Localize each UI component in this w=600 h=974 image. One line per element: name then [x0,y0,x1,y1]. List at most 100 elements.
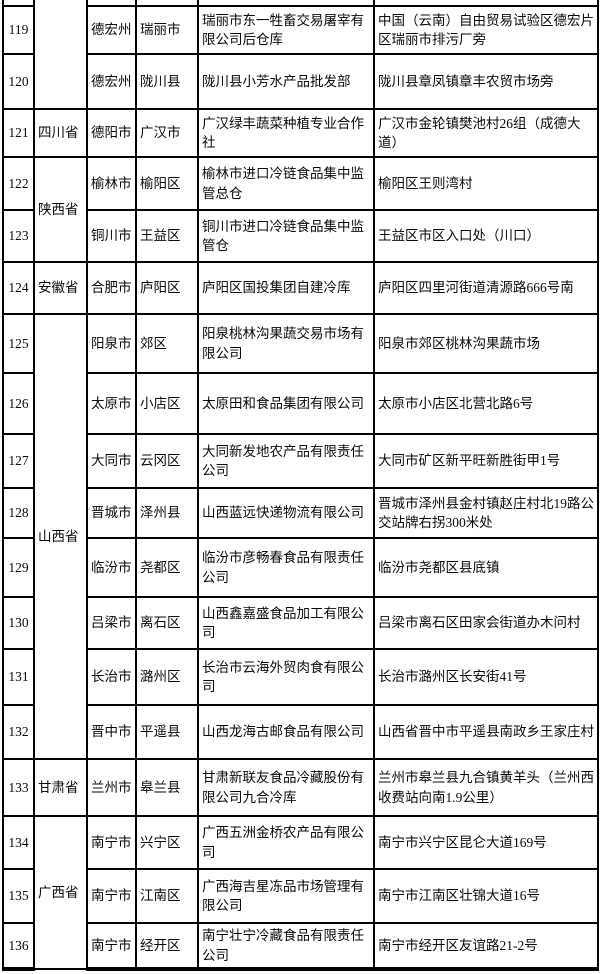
cell-address: 陇川县章凤镇章丰农贸市场旁 [373,53,599,110]
cell-row-number: 131 [2,648,35,706]
cell-city: 大同市 [86,433,137,489]
cell-row-number: 136 [2,922,35,971]
cell-row-number: 132 [2,704,35,760]
cell-city: 南宁市 [86,868,137,924]
cell-district: 尧都区 [135,537,199,598]
cell-city: 太原市 [86,372,137,435]
cell-district: 庐阳区 [135,261,199,315]
cell-company-name: 瑞丽市东一牲畜交易屠宰有限公司后仓库 [197,5,375,55]
cell-company-name: 陇川县小芳水产品批发部 [197,53,375,110]
cell-address [373,0,599,7]
cell-district: 江南区 [135,868,199,924]
cell-city: 德宏州 [86,5,137,55]
cell-district: 小店区 [135,372,199,435]
cell-address: 太原市小店区北营北路6号 [373,372,599,435]
cell-city: 铜川市 [86,209,137,263]
table-row: 134 广西省 南宁市 兴宁区 广西五洲金桥农产品有限公司 南宁市兴宁区昆仑大道169号 [2,815,599,970]
cell-district: 王益区 [135,209,199,263]
cell-district: 兴宁区 [135,815,199,870]
cell-company-name: 庐阳区国投集团自建冷库 [197,261,375,315]
cell-company-name: 广西海吉星冻品市场管理有限公司 [197,868,375,924]
cell-company-name: 南宁壮宁冷藏食品有限责任公司 [197,922,375,971]
cell-company-name: 山西龙海古邮食品有限公司 [197,704,375,760]
table-row [2,0,599,110]
cell-row-number: 119 [2,5,35,55]
table-row: 136 南宁市 经开区 南宁壮宁冷藏食品有限责任公司 南宁市经开区友谊路21-2号 [2,922,599,971]
cell-city: 南宁市 [86,815,137,870]
table-row: 127 大同市 云冈区 大同新发地农产品有限责任公司 大同市矿区新平旺新胜街甲1号 [2,433,599,489]
cell-address: 阳泉市郊区桃林沟果蔬市场 [373,313,599,374]
cell-city: 榆林市 [86,156,137,211]
cell-province: 陕西省 [33,156,88,263]
cell-address: 南宁市经开区友谊路21-2号 [373,922,599,971]
table-row: 123 铜川市 王益区 铜川市进口冷链食品集中监管仓 王益区市区入口处（川口） [2,209,599,263]
cell-address: 榆阳区王则湾村 [373,156,599,211]
cell-city: 阳泉市 [86,313,137,374]
cell-province [33,0,88,110]
cell-district: 平遥县 [135,704,199,760]
cell-city: 兰州市 [86,758,137,817]
cell-company-name [197,0,375,7]
cell-address: 庐阳区四里河街道清源路666号南 [373,261,599,315]
cell-province: 安徽省 [33,261,88,315]
cell-district: 离石区 [135,596,199,650]
cell-province: 山西省 [33,313,88,760]
cell-city: 德宏州 [86,53,137,110]
cell-company-name: 广汉绿丰蔬菜种植专业合作社 [197,108,375,158]
cell-company-name: 广西五洲金桥农产品有限公司 [197,815,375,870]
table-row: 125 山西省 阳泉市 郊区 阳泉桃林沟果蔬交易市场有限公司 阳泉市郊区桃林沟果蔬市场 [2,313,599,760]
cell-company-name: 太原田和食品集团有限公司 [197,372,375,435]
cell-row-number: 129 [2,537,35,598]
cell-district: 云冈区 [135,433,199,489]
cell-company-name: 阳泉桃林沟果蔬交易市场有限公司 [197,313,375,374]
cell-district: 广汉市 [135,108,199,158]
cell-row-number: 121 [2,108,35,158]
cell-address: 晋城市泽州县金村镇赵庄村北19路公交站牌右拐300米处 [373,487,599,539]
table-row: 124 安徽省 合肥市 庐阳区 庐阳区国投集团自建冷库 庐阳区四里河街道清源路666号南 [2,261,599,315]
cell-city: 晋中市 [86,704,137,760]
cell-address: 南宁市兴宁区昆仑大道169号 [373,815,599,870]
cell-city [86,0,137,7]
cell-province: 四川省 [33,108,88,158]
cell-address: 王益区市区入口处（川口） [373,209,599,263]
table-row: 119 德宏州 瑞丽市 瑞丽市东一牲畜交易屠宰有限公司后仓库 中国（云南）自由贸易试验区… [2,5,599,55]
cell-city: 南宁市 [86,922,137,971]
table-row: 133 甘肃省 兰州市 皋兰县 甘肃新联友食品冷藏股份有限公司九合冷库 兰州市皋兰县九合镇… [2,758,599,817]
cell-address: 吕梁市离石区田家会街道办木问村 [373,596,599,650]
cell-company-name: 铜川市进口冷链食品集中监管仓 [197,209,375,263]
cell-district: 泽州县 [135,487,199,539]
cell-row-number: 133 [2,758,35,817]
cell-city: 吕梁市 [86,596,137,650]
cell-city: 晋城市 [86,487,137,539]
table-row: 126 太原市 小店区 太原田和食品集团有限公司 太原市小店区北营北路6号 [2,372,599,435]
cell-address: 长治市潞州区长安街41号 [373,648,599,706]
cell-company-name: 榆林市进口冷链食品集中监管总仓 [197,156,375,211]
table-row: 121 四川省 德阳市 广汉市 广汉绿丰蔬菜种植专业合作社 广汉市金轮镇樊池村26组（成德… [2,108,599,158]
cell-row-number: 125 [2,313,35,374]
cell-district [135,0,199,7]
cell-district: 陇川县 [135,53,199,110]
cell-row-number: 127 [2,433,35,489]
cell-row-number: 134 [2,815,35,870]
cell-row-number: 135 [2,868,35,924]
cell-address: 临汾市尧都区县底镇 [373,537,599,598]
cell-city: 临汾市 [86,537,137,598]
cell-row-number: 128 [2,487,35,539]
cell-row-number: 120 [2,53,35,110]
cell-company-name: 甘肃新联友食品冷藏股份有限公司九合冷库 [197,758,375,817]
cell-city: 德阳市 [86,108,137,158]
cell-row-number: 122 [2,156,35,211]
cell-row-number [2,0,35,7]
cell-company-name: 长治市云海外贸肉食有限公司 [197,648,375,706]
cell-row-number: 123 [2,209,35,263]
cell-city: 长治市 [86,648,137,706]
cell-company-name: 大同新发地农产品有限责任公司 [197,433,375,489]
cell-company-name: 临汾市彦畅春食品有限责任公司 [197,537,375,598]
table-row: 135 南宁市 江南区 广西海吉星冻品市场管理有限公司 南宁市江南区壮锦大道16号 [2,868,599,924]
table-row: 128 晋城市 泽州县 山西蓝远快递物流有限公司 晋城市泽州县金村镇赵庄村北19路公交站… [2,487,599,539]
cell-district: 榆阳区 [135,156,199,211]
table-row: 122 陕西省 榆林市 榆阳区 榆林市进口冷链食品集中监管总仓 榆阳区王则湾村 [2,156,599,263]
cell-address: 中国（云南）自由贸易试验区德宏片区瑞丽市排污厂旁 [373,5,599,55]
